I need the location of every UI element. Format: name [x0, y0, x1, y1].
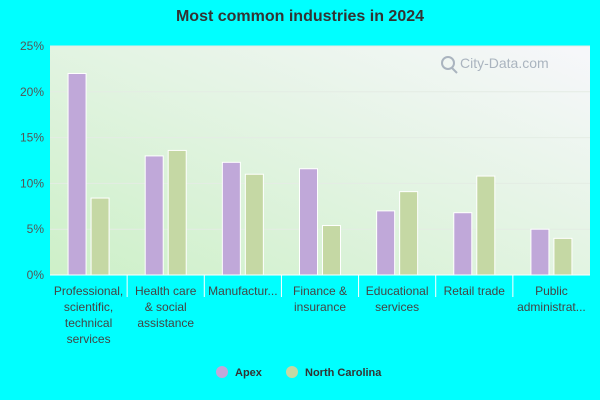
y-tick-label: 20%	[20, 85, 44, 99]
bar-apex	[144, 155, 164, 276]
watermark-text: City-Data.com	[460, 55, 549, 71]
bar-apex	[376, 210, 396, 276]
y-axis: 0% 5% 10% 15% 20% 25%	[20, 39, 44, 282]
legend-label: North Carolina	[305, 367, 382, 379]
bar-north-carolina	[553, 237, 573, 276]
legend: Apex North Carolina	[216, 366, 382, 379]
x-category-label: & social	[145, 300, 187, 314]
x-category-label: Health care	[135, 284, 197, 298]
bar-north-carolina	[476, 175, 496, 276]
bars	[67, 72, 573, 276]
y-tick-label: 0%	[27, 268, 45, 282]
x-category-label: services	[67, 332, 111, 346]
bar-north-carolina	[244, 173, 264, 276]
watermark-search-icon	[441, 56, 455, 70]
x-category-label: services	[375, 300, 419, 314]
bar-north-carolina	[167, 149, 187, 276]
bar-apex	[530, 228, 550, 276]
y-tick-label: 5%	[27, 222, 45, 236]
legend-swatch	[286, 366, 298, 378]
x-category-label: insurance	[294, 300, 346, 314]
x-category-label: Retail trade	[444, 284, 506, 298]
watermark-search-handle	[451, 67, 458, 74]
x-category-label: scientific,	[64, 300, 113, 314]
x-category-label: Finance &	[293, 284, 347, 298]
x-axis: Professional, scientific, technical service…	[50, 274, 590, 346]
bar-apex	[453, 212, 473, 276]
chart-title: Most common industries in 2024	[175, 8, 425, 25]
x-category-label: Public	[535, 284, 568, 298]
x-category-label: Professional,	[54, 284, 123, 298]
legend-label: Apex	[235, 367, 263, 379]
x-category-label: technical	[65, 316, 112, 330]
x-category-label: Educational	[366, 284, 429, 298]
y-tick-label: 10%	[20, 176, 44, 190]
bar-apex	[299, 168, 318, 276]
y-tick-label: 15%	[20, 131, 44, 145]
x-category-label: administrat...	[517, 300, 586, 314]
grid-lines	[50, 45, 590, 230]
y-tick-label: 25%	[20, 39, 44, 53]
plot-area	[50, 46, 590, 275]
bar-north-carolina	[322, 225, 341, 276]
x-category-label: Manufactur...	[208, 284, 277, 298]
legend-swatch	[216, 366, 228, 378]
watermark: City-Data.com	[441, 55, 549, 74]
bar-north-carolina	[90, 197, 110, 276]
x-category-label: assistance	[137, 316, 194, 330]
bar-north-carolina	[399, 191, 419, 276]
bar-apex	[67, 72, 87, 276]
bar-apex	[221, 161, 241, 276]
